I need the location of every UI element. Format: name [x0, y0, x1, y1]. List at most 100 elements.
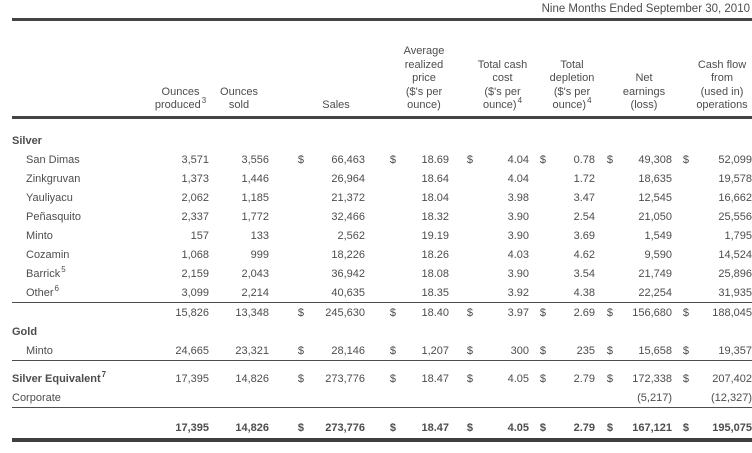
footnote-ref: 3: [201, 96, 207, 106]
cell-dollar-sign: [269, 264, 307, 283]
row-corporate: Corporate (5,217) (12,327): [12, 387, 752, 408]
row-minto-gold: Minto 24,665 23,321 $ 28,146 $ 1,207 $ 3…: [12, 340, 752, 361]
cell-dollar-sign: $: [606, 306, 613, 319]
cell-net-earnings: 12,545: [638, 191, 672, 204]
row-grand-total: 17,395 14,826 $ 273,776 $ 18.47 $ 4.05 $…: [12, 407, 752, 442]
cell-dollar-sign: $: [297, 153, 304, 166]
cell-ounces-produced: 24,665: [152, 340, 209, 361]
cell-net-earnings: 167,121: [616, 407, 672, 442]
row-zinkgruvan: Zinkgruvan 1,373 1,446 26,964 18.64 4.04…: [12, 169, 752, 188]
cell-avg-price: 18.35: [399, 282, 449, 303]
cell-ounces-produced: 157: [190, 229, 209, 242]
row-label: Zinkgruvan: [26, 172, 81, 185]
cell-ounces-sold: 23,321: [209, 340, 269, 361]
cell-dollar-sign: [365, 282, 399, 303]
cell-dollar-sign: [529, 207, 549, 226]
cell-dollar-sign: [529, 387, 549, 408]
cell-cash-cost: 3.90: [507, 267, 529, 280]
cell-ounces-sold: 1,185: [241, 191, 269, 204]
cell-cash-flow: 16,662: [718, 191, 752, 204]
cell-depletion: 0.78: [573, 153, 595, 166]
operations-summary-table: Ounces produced3 Ounces sold Sales Avera…: [12, 18, 752, 442]
col-header-total-depletion: Total depletion ($'s per ounce)4: [549, 19, 595, 119]
cell-depletion: 4.38: [549, 282, 595, 303]
cell-avg-price: [399, 387, 449, 408]
cell-avg-price: 18.47: [399, 407, 449, 442]
row-silver-subtotal: 15,826 13,348 $ 245,630 $ 18.40 $ 3.97 $…: [12, 302, 752, 322]
cell-net-earnings: 22,254: [616, 282, 672, 303]
cell-cash-flow: 188,045: [712, 306, 752, 319]
cell-dollar-sign: [365, 169, 399, 188]
cell-dollar-sign: [529, 188, 549, 207]
cell-avg-price: 18.08: [421, 267, 449, 280]
cell-cash-cost: 3.98: [507, 191, 529, 204]
cell-net-earnings: 21,749: [638, 267, 672, 280]
cell-dollar-sign: [449, 207, 476, 226]
cell-dollar-sign: [449, 169, 476, 188]
cell-dollar-sign: $: [672, 340, 692, 361]
cell-dollar-sign: $: [269, 340, 307, 361]
cell-depletion: 2.69: [573, 306, 595, 319]
cell-dollar-sign: [672, 264, 692, 283]
footnote-ref: 4: [517, 96, 523, 106]
col-header-sales: Sales: [307, 19, 365, 119]
cell-sales: 40,635: [307, 282, 365, 303]
cell-cash-cost: 4.04: [507, 172, 529, 185]
row-yauliyacu: Yauliyacu 2,062 1,185 21,372 18.04 3.98 …: [12, 188, 752, 207]
cell-depletion: 1.72: [573, 172, 595, 185]
cell-avg-price: 19.19: [421, 229, 449, 242]
cell-depletion: 235: [549, 340, 595, 361]
row-label: Peñasquito: [26, 210, 82, 223]
cell-depletion: [549, 387, 595, 408]
column-header-row: Ounces produced3 Ounces sold Sales Avera…: [12, 19, 752, 119]
cell-dollar-sign: [595, 264, 616, 283]
cell-sales: 26,964: [331, 172, 365, 185]
cell-ounces-sold: 14,826: [235, 372, 269, 385]
cell-ounces-sold: 1,446: [241, 172, 269, 185]
cell-cash-flow: 19,357: [692, 340, 752, 361]
cell-dollar-sign: [672, 387, 692, 408]
cell-dollar-sign: [365, 207, 399, 226]
cell-sales: 2,562: [337, 229, 365, 242]
cell-dollar-sign: $: [389, 372, 396, 385]
col-header-avg-realized-price: Average realized price ($'s per ounce): [399, 19, 449, 119]
cell-dollar-sign: [449, 264, 476, 283]
col-header-ounces-produced: Ounces produced3: [152, 19, 209, 119]
cell-dollar-sign: [365, 226, 399, 245]
cell-ounces-produced: 3,099: [152, 282, 209, 303]
cell-depletion: 2.54: [573, 210, 595, 223]
footnote-ref: 5: [61, 264, 66, 274]
row-label: [12, 302, 152, 322]
cell-ounces-sold: 1,772: [241, 210, 269, 223]
cell-dollar-sign: [672, 207, 692, 226]
row-barrick: Barrick5 2,159 2,043 36,942 18.08 3.90 3…: [12, 264, 752, 283]
cell-dollar-sign: $: [365, 407, 399, 442]
cell-ounces-produced: 1,068: [181, 248, 209, 261]
row-cozamin: Cozamin 1,068 999 18,226 18.26 4.03 4.62…: [12, 245, 752, 264]
cell-dollar-sign: [269, 387, 307, 408]
col-header-net-earnings: Net earnings (loss): [616, 19, 672, 119]
cell-dollar-sign: [365, 387, 399, 408]
period-title: Nine Months Ended September 30, 2010: [541, 3, 750, 15]
cell-ounces-produced: 2,062: [181, 191, 209, 204]
cell-ounces-sold: 13,348: [235, 306, 269, 319]
footnote-ref: 6: [54, 283, 59, 293]
row-label: Silver Equivalent7: [12, 369, 107, 385]
cell-dollar-sign: [595, 169, 616, 188]
cell-dollar-sign: $: [389, 153, 396, 166]
cell-dollar-sign: $: [529, 407, 549, 442]
cell-dollar-sign: [449, 282, 476, 303]
cell-dollar-sign: $: [297, 306, 304, 319]
cell-depletion: 3.69: [573, 229, 595, 242]
cell-dollar-sign: [269, 188, 307, 207]
cell-avg-price: 18.32: [421, 210, 449, 223]
cell-cash-cost: 3.90: [507, 210, 529, 223]
cell-ounces-sold: 2,043: [241, 267, 269, 280]
row-label: Minto: [26, 229, 53, 242]
cell-net-earnings: 1,549: [644, 229, 672, 242]
cell-dollar-sign: $: [466, 372, 473, 385]
cell-ounces-sold: 999: [250, 248, 269, 261]
cell-sales: 66,463: [331, 153, 365, 166]
cell-depletion: 4.62: [573, 248, 595, 261]
